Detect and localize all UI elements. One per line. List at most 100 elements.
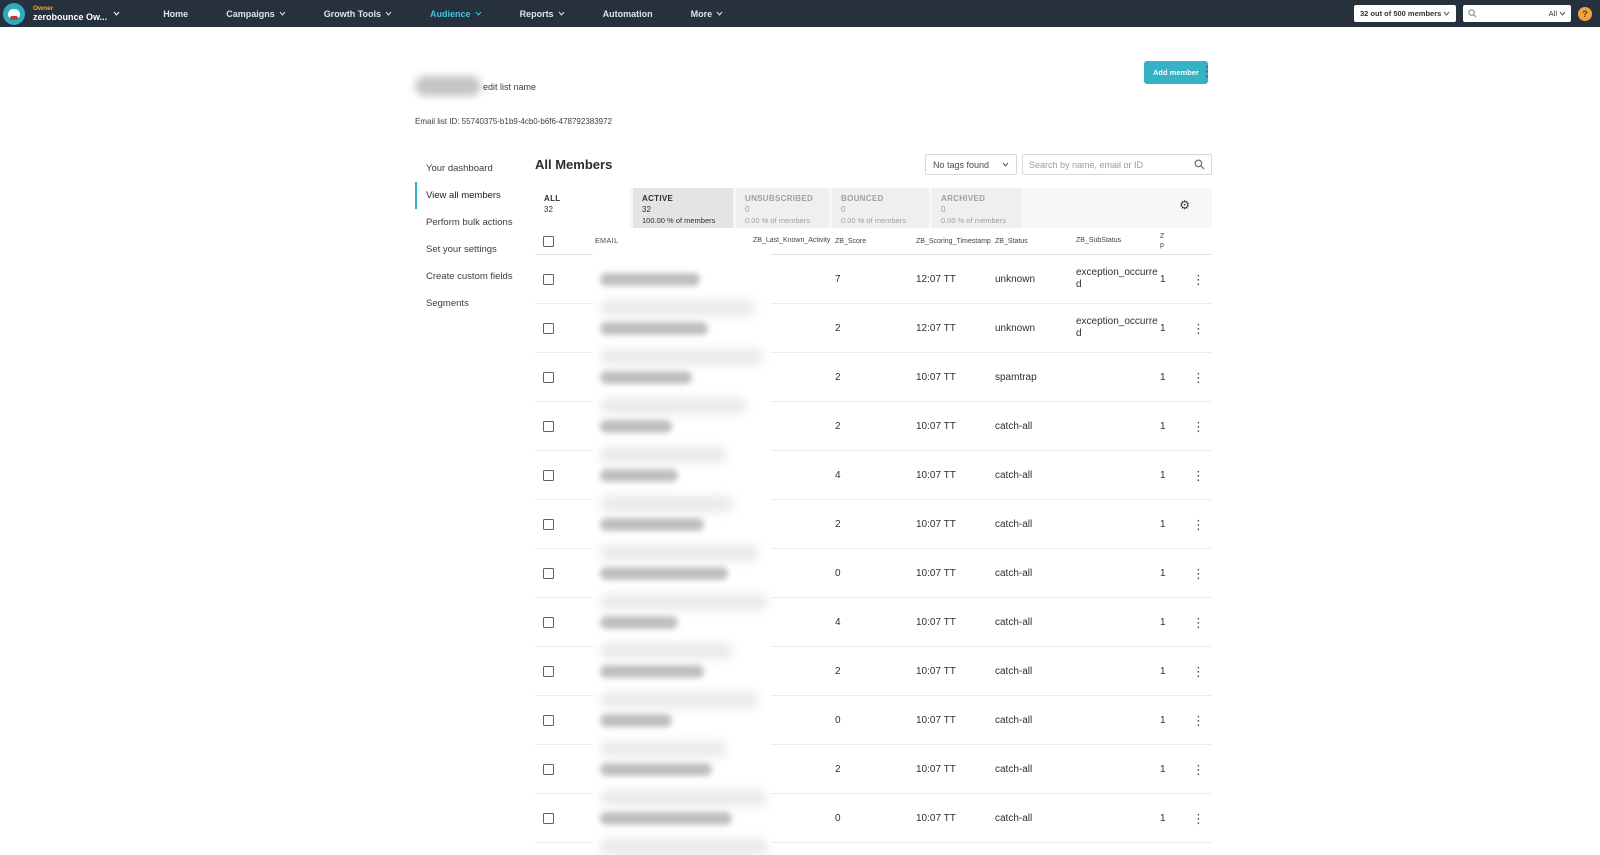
column-header-zb-substatus[interactable]: ZB_SubStatus [1076,236,1122,244]
row-kebab-icon[interactable]: ⋮ [1192,614,1205,630]
row-checkbox[interactable] [543,420,554,432]
zb-scoring-timestamp-cell: 10:07 TT [916,469,956,481]
tab-count: 32 [642,204,651,214]
nav-item-automation[interactable]: Automation [584,0,672,27]
blurred-email [600,322,708,335]
row-kebab-icon[interactable]: ⋮ [1192,810,1205,826]
row-checkbox[interactable] [543,567,554,579]
nav-item-label: Audience [430,8,471,19]
chevron-down-icon [1002,161,1009,168]
navbar-search-box: All [1463,5,1571,22]
row-kebab-icon[interactable]: ⋮ [1192,761,1205,777]
blurred-email-ghost [600,692,759,708]
zb-scoring-timestamp-cell: 10:07 TT [916,518,956,530]
row-kebab-icon[interactable]: ⋮ [1192,271,1205,287]
column-header-email[interactable]: EMAIL [595,238,619,245]
column-header-zb-last-known-activity[interactable]: ZB_Last_Known_Activity [753,236,831,244]
nav-item-campaigns[interactable]: Campaigns [207,0,305,27]
zb-status-cell: catch-all [995,567,1033,579]
header-kebab-icon[interactable]: ⋮ [1200,63,1214,79]
zb-status-cell: unknown [995,322,1036,334]
sidebar-item-set-your-settings[interactable]: Set your settings [426,244,497,255]
tab-unsubscribed[interactable]: UNSUBSCRIBED 0 0.00 % of members [736,188,829,228]
tags-dropdown[interactable]: No tags found [925,154,1017,175]
zb-scoring-timestamp-cell: 10:07 TT [916,420,956,432]
row-kebab-icon[interactable]: ⋮ [1192,565,1205,581]
row-checkbox[interactable] [543,322,554,334]
zp-cell: 1 [1160,763,1166,775]
zb-scoring-timestamp-cell: 10:07 TT [916,616,956,628]
zb-scoring-timestamp-cell: 10:07 TT [916,665,956,677]
blurred-email [600,567,728,580]
row-checkbox[interactable] [543,714,554,726]
blurred-email-ghost [600,300,755,316]
column-header-zb-scoring-timestamp[interactable]: ZB_Scoring_Timestamp [916,237,991,245]
add-member-button[interactable]: Add member [1144,61,1208,84]
sidebar-item-view-all-members[interactable]: View all members [415,182,527,209]
blurred-email-ghost [600,741,727,757]
navbar-search-input[interactable] [1481,9,1536,18]
row-checkbox[interactable] [543,812,554,824]
sidebar-item-segments[interactable]: Segments [426,298,469,309]
row-kebab-icon[interactable]: ⋮ [1192,467,1205,483]
nav-item-growth-tools[interactable]: Growth Tools [305,0,411,27]
zb-score-cell: 2 [835,420,841,432]
row-kebab-icon[interactable]: ⋮ [1192,516,1205,532]
zb-score-cell: 7 [835,273,841,285]
chevron-down-icon [1559,10,1566,17]
search-icon[interactable] [1194,159,1205,170]
blurred-email [600,616,678,629]
row-checkbox[interactable] [543,273,554,285]
column-header-zb-score[interactable]: ZB_Score [835,237,867,245]
tab-percentage: 100.00 % of members [642,215,716,225]
row-kebab-icon[interactable]: ⋮ [1192,369,1205,385]
row-kebab-icon[interactable]: ⋮ [1192,712,1205,728]
zb-status-cell: unknown [995,273,1036,285]
tab-count: 0 [941,204,946,214]
zp-cell: 1 [1160,616,1166,628]
chevron-down-icon [716,10,723,17]
row-kebab-icon[interactable]: ⋮ [1192,320,1205,336]
zb-scoring-timestamp-cell: 12:07 TT [916,322,956,334]
zb-status-cell: catch-all [995,812,1033,824]
nav-item-label: Automation [602,8,653,19]
account-menu[interactable]: Owner zerobounce Ow... [33,5,120,23]
row-checkbox[interactable] [543,665,554,677]
table-settings-gear-icon[interactable]: ⚙ [1179,198,1190,212]
row-checkbox[interactable] [543,469,554,481]
sidebar-item-create-custom-fields[interactable]: Create custom fields [426,271,513,282]
members-count-dropdown[interactable]: 32 out of 500 members [1354,5,1456,22]
mailchimp-logo[interactable] [3,2,25,25]
row-kebab-icon[interactable]: ⋮ [1192,663,1205,679]
row-checkbox[interactable] [543,371,554,383]
chevron-down-icon [1443,10,1450,17]
tab-label: UNSUBSCRIBED [745,194,814,203]
zb-scoring-timestamp-cell: 10:07 TT [916,371,956,383]
select-all-checkbox[interactable] [543,235,554,247]
column-header-zp[interactable]: Zp [1160,232,1165,249]
row-checkbox[interactable] [543,616,554,628]
nav-item-reports[interactable]: Reports [501,0,584,27]
navbar-search-scope-dropdown[interactable]: All [1549,9,1566,18]
zp-cell: 1 [1160,812,1166,824]
nav-item-home[interactable]: Home [144,0,207,27]
tab-active[interactable]: ACTIVE 32 100.00 % of members [633,188,733,228]
row-checkbox[interactable] [543,763,554,775]
zb-score-cell: 0 [835,567,841,579]
help-icon[interactable]: ? [1578,6,1592,21]
sidebar-item-your-dashboard[interactable]: Your dashboard [426,163,493,174]
blurred-email-ghost [600,545,759,561]
member-search-input[interactable] [1029,159,1194,170]
tab-archived[interactable]: ARCHIVED 0 0.00 % of members [932,188,1022,228]
zb-status-cell: catch-all [995,518,1033,530]
sidebar-item-perform-bulk-actions[interactable]: Perform bulk actions [426,217,513,228]
zb-status-cell: catch-all [995,420,1033,432]
column-header-zb-status[interactable]: ZB_Status [995,237,1028,245]
row-checkbox[interactable] [543,518,554,530]
nav-item-audience[interactable]: Audience [411,0,501,27]
edit-list-name-link[interactable]: edit list name [483,82,537,92]
row-kebab-icon[interactable]: ⋮ [1192,418,1205,434]
tab-all[interactable]: ALL 32 [535,188,630,228]
tab-bounced[interactable]: BOUNCED 0 0.00 % of members [832,188,929,228]
nav-item-more[interactable]: More [672,0,743,27]
